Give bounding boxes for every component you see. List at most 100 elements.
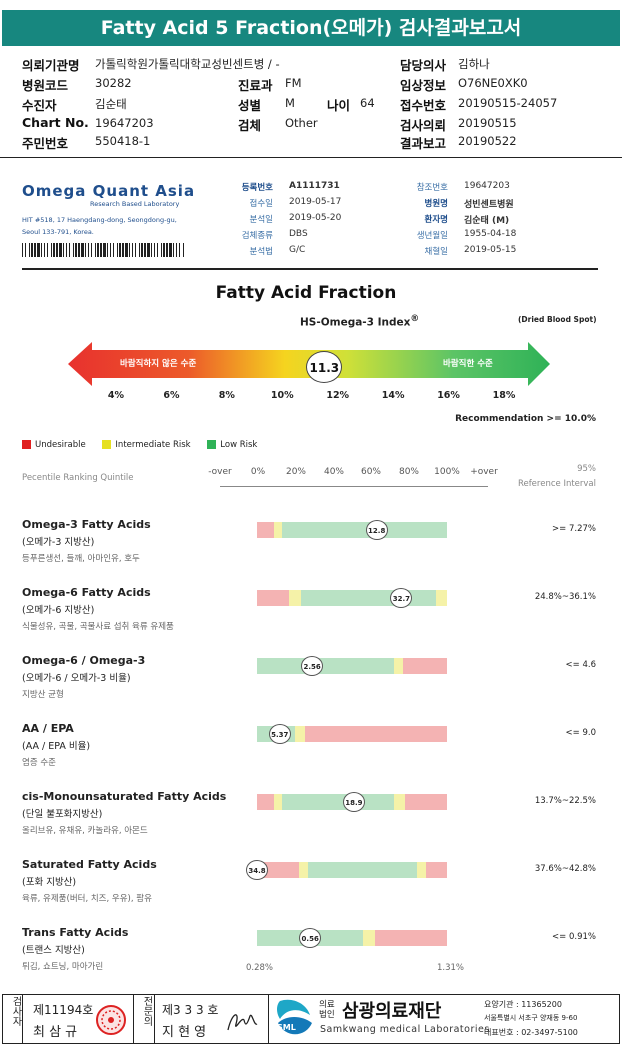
row-reference: <= 9.0 [565, 728, 596, 738]
inspector-name: 최 삼 규 [33, 1025, 78, 1040]
quintile-bar [257, 862, 447, 878]
org-name: 삼광의료재단 [342, 1001, 442, 1022]
row-value-marker: 18.9 [342, 792, 365, 812]
percentile-tick: 80% [398, 467, 419, 477]
percentile-tick: 0% [250, 467, 266, 477]
dept-value: FM [285, 76, 302, 90]
section-divider [22, 268, 598, 270]
specimen-value: Other [285, 116, 318, 130]
percentile-tick: 20% [285, 467, 306, 477]
bar-segment-green [281, 522, 447, 538]
trans-range-max: 1.31% [437, 963, 465, 973]
subject-value: 김순태 [95, 97, 127, 111]
clinical-value: O76NE0XK0 [458, 76, 528, 90]
hospital-code-label: 병원코드 [22, 78, 69, 93]
quintile-bar [257, 590, 447, 606]
bar-segment-green [281, 794, 394, 810]
row-subtitle: (트랜스 지방산) [22, 945, 85, 956]
signature-icon [227, 1014, 258, 1031]
bar-segment-green [308, 862, 417, 878]
request-label: 검사의뢰 [400, 118, 447, 133]
percentile-tick: 40% [323, 467, 344, 477]
sex-label: 성별 [238, 98, 262, 113]
row-reference: >= 7.27% [552, 524, 596, 534]
row-value-marker: 32.7 [390, 588, 413, 608]
lab-logo-sub: Research Based Laboratory [90, 200, 180, 208]
row-reference: 24.8%~36.1% [534, 592, 596, 602]
legend: Undesirable Intermediate Risk Low Risk [22, 440, 257, 450]
recv-value: 2019-05-17 [289, 197, 342, 207]
percentile-title: Pecentile Ranking Quintile [22, 473, 134, 483]
legend-low: Low Risk [220, 440, 258, 450]
bar-segment-red [403, 658, 447, 674]
row-subtitle: (오메가-3 지방산) [22, 537, 95, 548]
index-title-text: HS-Omega-3 Index [300, 316, 411, 329]
institution-value: 가톨릭학원가톨릭대학교성빈센트병 / - [95, 57, 280, 71]
section-title: Fatty Acid Fraction [215, 283, 397, 303]
bar-segment-yellow [289, 590, 301, 606]
chart-value: 19647203 [95, 116, 154, 130]
percentile-axis [220, 486, 488, 487]
row-subtitle: (포화 지방산) [22, 877, 77, 888]
trans-range-min: 0.28% [246, 963, 274, 973]
row-value-marker: 2.56 [301, 656, 324, 676]
org-en: Samkwang medical Laboratories [320, 1024, 490, 1035]
row-description: 육류, 유제품(버터, 치즈, 우유), 팜유 [22, 894, 152, 904]
index-tick-label: 12% [326, 390, 350, 401]
row-value-marker: 12.8 [365, 520, 388, 540]
footer-divider-4 [268, 994, 269, 1044]
row-value-marker: 0.56 [299, 928, 322, 948]
report-label: 결과보고 [400, 136, 447, 151]
age-label: 나이 [327, 98, 351, 113]
row-subtitle: (AA / EPA 비율) [22, 741, 91, 752]
dbs-label: (Dried Blood Spot) [518, 315, 597, 324]
bar-segment-yellow [274, 794, 282, 810]
row-description: 염증 수준 [22, 758, 56, 768]
lab-logo: Omega Quant Asia [22, 182, 196, 200]
chart-label: Chart No. [22, 115, 89, 130]
ref-header-1: 95% [577, 464, 596, 474]
bar-segment-yellow [393, 794, 406, 810]
sex-value: M [285, 96, 295, 110]
clinical-label: 임상정보 [400, 78, 447, 93]
index-tick-label: 18% [492, 390, 516, 401]
bar-segment-red [426, 862, 447, 878]
sml-logo-icon [277, 999, 312, 1035]
bar-segment-red [257, 794, 275, 810]
bar-segment-green [257, 658, 394, 674]
bar-segment-red [405, 794, 447, 810]
resident-value: 550418-1 [95, 134, 151, 148]
expert-no: 제3 3 3 호 [162, 1003, 219, 1017]
dept-label: 진료과 [238, 78, 273, 93]
legend-yellow-swatch [102, 440, 112, 449]
institution-label: 의뢰기관명 [22, 58, 80, 73]
org-address: 서울특별시 서초구 양재동 9-60 [484, 1014, 578, 1022]
birth-value: 1955-04-18 [464, 229, 517, 239]
patient-value: 김순태 (M) [464, 216, 510, 226]
hospital-code-value: 30282 [95, 76, 132, 90]
row-subtitle: (오메가-6 / 오메가-3 비율) [22, 673, 131, 684]
expert-name: 지 현 영 [162, 1025, 207, 1040]
org-prefix: 의료법인 [319, 1000, 335, 1020]
ref-header-2: Reference Interval [517, 479, 596, 489]
row-reference: <= 4.6 [565, 660, 596, 670]
percentile-tick: 100% [434, 467, 460, 477]
row-title: Saturated Fatty Acids [22, 858, 157, 871]
barcode-icon [22, 243, 184, 257]
recommendation: Recommendation >= 10.0% [455, 414, 596, 424]
legend-intermediate: Intermediate Risk [115, 440, 191, 450]
bar-segment-red [304, 726, 447, 742]
collect-label: 채혈일 [424, 247, 448, 257]
quintile-bar [257, 930, 447, 946]
row-value-marker: 5.37 [268, 724, 291, 744]
bar-segment-yellow [435, 590, 447, 606]
ref-no-value: 19647203 [464, 181, 510, 191]
org-code: 요양기관 : 11365200 [484, 1000, 562, 1009]
row-description: 올리브유, 유채유, 카놀라유, 아몬드 [22, 826, 148, 836]
quintile-bar [257, 522, 447, 538]
index-tick-label: 8% [218, 390, 235, 401]
analysis-value: 2019-05-20 [289, 213, 342, 223]
bar-segment-red [374, 930, 447, 946]
analysis-label: 분석일 [249, 215, 273, 225]
method-value: G/C [289, 245, 306, 255]
